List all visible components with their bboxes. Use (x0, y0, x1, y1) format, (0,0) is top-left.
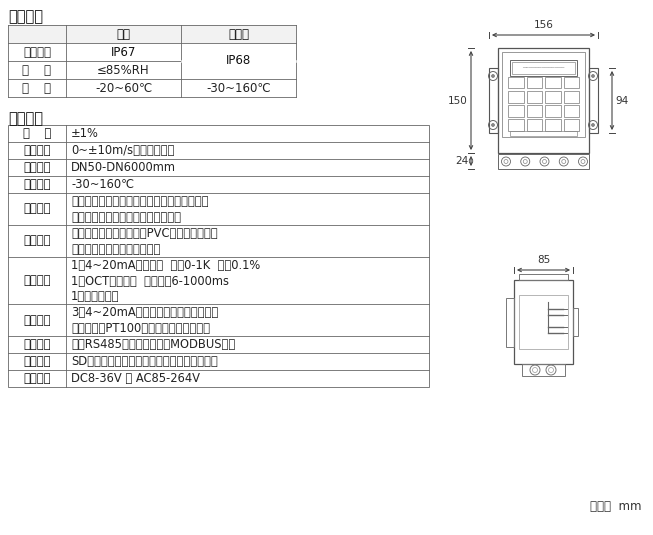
Text: 1路4~20mA电流输出  阻抗0-1K  精度0.1%: 1路4~20mA电流输出 阻抗0-1K 精度0.1% (71, 259, 261, 272)
Text: IP67: IP67 (111, 45, 136, 58)
Text: 94: 94 (615, 96, 628, 105)
Text: DN50-DN6000mm: DN50-DN6000mm (71, 161, 176, 174)
Bar (8, 125, 429, 387)
Text: 85: 85 (537, 255, 550, 265)
Text: -20~60℃: -20~60℃ (95, 81, 152, 95)
Text: 连接三线制PT100铂电阻，实现热量测量: 连接三线制PT100铂电阻，实现热量测量 (71, 322, 210, 335)
Text: 流速范围: 流速范围 (24, 144, 51, 157)
Text: 管道材质: 管道材质 (24, 234, 51, 248)
Text: 24: 24 (454, 156, 468, 166)
Bar (8, 25, 296, 43)
Bar (510, 60, 577, 76)
Bar (526, 105, 542, 117)
Text: 流体温度: 流体温度 (24, 178, 51, 191)
Bar (545, 119, 560, 131)
Text: DC8-36V 或 AC85-264V: DC8-36V 或 AC85-264V (71, 372, 200, 385)
Text: 管道口径: 管道口径 (24, 161, 51, 174)
Text: ±1%: ±1% (71, 127, 99, 140)
Text: 150: 150 (448, 96, 468, 105)
Bar (508, 119, 524, 131)
Bar (564, 105, 579, 117)
Bar (519, 295, 568, 349)
Bar (508, 91, 524, 103)
Bar (522, 364, 565, 376)
Bar (510, 131, 577, 136)
Text: -30~160℃: -30~160℃ (71, 178, 134, 191)
Bar (589, 68, 598, 133)
Bar (564, 77, 579, 88)
Bar (526, 91, 542, 103)
Bar (512, 62, 575, 74)
Circle shape (492, 124, 494, 126)
Text: 主机: 主机 (116, 27, 131, 41)
Text: -30~160℃: -30~160℃ (206, 81, 271, 95)
Bar (545, 91, 560, 103)
Text: 温    度: 温 度 (22, 81, 52, 95)
Bar (498, 154, 589, 169)
Bar (564, 91, 579, 103)
Text: 0~±10m/s，正反向测量: 0~±10m/s，正反向测量 (71, 144, 174, 157)
Text: 供电方式: 供电方式 (24, 372, 51, 385)
Text: ─────────────: ───────────── (522, 65, 564, 71)
Text: 油类等能传导超声波的单一均匀液体: 油类等能传导超声波的单一均匀液体 (71, 211, 181, 224)
Bar (573, 308, 578, 336)
Circle shape (492, 74, 494, 78)
Text: 隔离RS485串行接口，支持MODBUS协议: 隔离RS485串行接口，支持MODBUS协议 (71, 338, 235, 351)
Text: 通信接口: 通信接口 (24, 338, 51, 351)
Bar (506, 298, 514, 347)
Text: SD卡定时存储设定的参数及测量结果（选配）: SD卡定时存储设定的参数及测量结果（选配） (71, 355, 217, 368)
Text: 钢、不锈钢、铸铁、铜、PVC、铝、玻璃钢等: 钢、不锈钢、铸铁、铜、PVC、铝、玻璃钢等 (71, 227, 217, 240)
Circle shape (592, 74, 594, 78)
Bar (545, 77, 560, 88)
Bar (489, 68, 498, 133)
Bar (564, 119, 579, 131)
Bar (519, 274, 568, 280)
Bar (545, 105, 560, 117)
Bar (526, 119, 542, 131)
Text: 传感器: 传感器 (228, 27, 249, 41)
Text: 信号输出: 信号输出 (24, 274, 51, 287)
Text: 3路4~20mA电流输入，可做数据采集器: 3路4~20mA电流输入，可做数据采集器 (71, 307, 218, 319)
Bar (508, 105, 524, 117)
Bar (508, 77, 524, 88)
Text: 信号输入: 信号输入 (24, 314, 51, 326)
Text: 156: 156 (534, 20, 554, 30)
Text: 1路继电器输出: 1路继电器输出 (71, 291, 119, 303)
Text: 流体种类: 流体种类 (24, 203, 51, 216)
Bar (526, 77, 542, 88)
Text: 基本参数: 基本参数 (8, 111, 43, 126)
Text: 防护等级: 防护等级 (23, 45, 51, 58)
Text: 一切质密的管道，允许有衬里: 一切质密的管道，允许有衬里 (71, 243, 161, 256)
Bar (514, 280, 573, 364)
Text: 数据存储: 数据存储 (24, 355, 51, 368)
Text: 精    度: 精 度 (23, 127, 51, 140)
Text: 单位：  mm: 单位： mm (590, 500, 642, 513)
Bar (502, 52, 585, 137)
Text: 工作环境: 工作环境 (8, 9, 43, 24)
Text: ≤85%RH: ≤85%RH (97, 64, 150, 77)
Bar (498, 48, 589, 153)
Text: IP68: IP68 (226, 55, 251, 67)
Circle shape (592, 124, 594, 126)
Text: 1路OCT脉冲输出  脉冲宽度6-1000ms: 1路OCT脉冲输出 脉冲宽度6-1000ms (71, 275, 229, 288)
Text: 水、海水、污水、酸碱液、酒精、啤酒、各类: 水、海水、污水、酸碱液、酒精、啤酒、各类 (71, 195, 208, 208)
Text: 湿    度: 湿 度 (22, 64, 52, 77)
